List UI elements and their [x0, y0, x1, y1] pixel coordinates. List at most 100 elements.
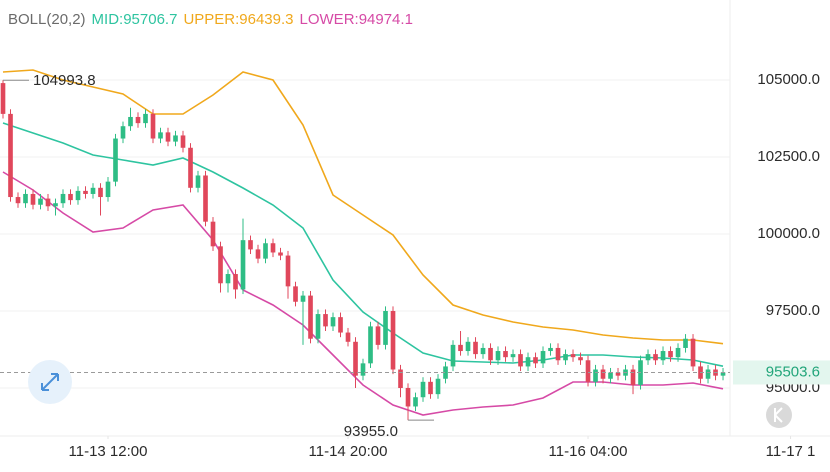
candle-body	[540, 351, 546, 364]
candle-body	[98, 187, 103, 198]
candle-body	[563, 354, 568, 361]
k-icon	[774, 407, 783, 423]
candle-body	[263, 243, 268, 259]
candle-body	[585, 360, 591, 382]
legend-entry: LOWER:94974.1	[300, 11, 413, 28]
candle-body	[143, 113, 148, 124]
k-button[interactable]	[766, 402, 792, 428]
candle-body	[368, 326, 373, 364]
candle-body	[165, 132, 171, 142]
candle-body	[53, 203, 58, 207]
candle-body	[405, 387, 411, 407]
candle-body	[300, 295, 306, 302]
candle-body	[30, 193, 36, 205]
candle-body	[315, 314, 321, 339]
k-button-bg[interactable]	[766, 402, 792, 428]
candle-body	[248, 240, 253, 250]
x-tick-label: 11-17 1	[766, 443, 816, 460]
candle-body	[675, 347, 681, 358]
candle-body	[488, 347, 493, 361]
candle-body	[75, 190, 81, 201]
expand-button[interactable]	[28, 360, 72, 404]
candle-body	[15, 197, 21, 204]
candle-body	[720, 372, 726, 376]
candle-body	[683, 338, 688, 348]
labels: 95000.097500.0100000.0102500.0105000.011…	[0, 71, 830, 460]
legend: MID:95706.7 UPPER:96439.3 LOWER:94974.1	[92, 11, 413, 28]
candle-body	[420, 381, 426, 398]
candle-body	[465, 341, 471, 352]
candle-body	[195, 175, 201, 188]
candle-body	[383, 310, 388, 345]
band-line	[2, 122, 724, 367]
legend-entry: UPPER:96439.3	[183, 11, 293, 28]
candle-body	[83, 190, 88, 194]
candle-body	[225, 274, 231, 284]
y-tick-label: 100000.0	[757, 225, 820, 242]
candle-body	[668, 351, 673, 358]
candle-body	[533, 357, 538, 364]
candle-body	[338, 317, 343, 333]
candle-body	[188, 147, 193, 188]
candle-body	[443, 366, 448, 379]
candle-body	[240, 240, 246, 290]
legend-entry: MID:95706.7	[92, 11, 178, 28]
candle-body	[150, 113, 156, 139]
candle-body	[128, 116, 133, 127]
expand-icon	[41, 373, 59, 391]
candle-body	[653, 354, 658, 361]
candle-body	[210, 221, 216, 247]
candle-body	[135, 116, 141, 124]
last-price-label: 95503.6	[766, 363, 820, 380]
candle-body	[60, 193, 66, 204]
candle-body	[218, 246, 223, 284]
candle-body	[255, 249, 261, 259]
indicator-name: BOLL(20,2)	[8, 11, 86, 28]
candle-body	[480, 347, 486, 355]
y-tick-label: 97500.0	[766, 302, 820, 319]
candle-body	[503, 351, 508, 358]
candle-body	[23, 193, 28, 204]
candle-body	[593, 369, 598, 382]
candle-body	[548, 347, 553, 352]
candle-body	[495, 351, 501, 361]
candle-body	[308, 295, 313, 339]
candle-body	[660, 351, 666, 361]
candle-body	[0, 83, 6, 114]
candle-body	[203, 175, 208, 222]
candle-body	[330, 317, 336, 327]
candle-body	[428, 381, 433, 395]
indicator-header: BOLL(20,2) MID:95706.7 UPPER:96439.3 LOWER:…	[8, 11, 413, 28]
candle-body	[360, 363, 366, 376]
candle-body	[690, 338, 696, 367]
candle-body	[705, 369, 711, 379]
candle-body	[600, 369, 606, 379]
y-tick-label: 102500.0	[757, 148, 820, 165]
candle-body	[390, 310, 396, 370]
candle-body	[473, 341, 478, 355]
candle-body	[608, 372, 613, 379]
annotation-label: 104993.8	[33, 72, 96, 89]
candle-body	[458, 344, 463, 352]
candle-body	[555, 347, 561, 361]
candle-body	[345, 332, 351, 342]
x-tick-label: 11-13 12:00	[69, 443, 148, 460]
grid	[0, 79, 792, 439]
candle-body	[293, 286, 298, 302]
y-tick-label: 105000.0	[757, 71, 820, 88]
candle-body	[180, 135, 186, 148]
candle-body	[105, 181, 111, 198]
annotation-label: 93955.0	[344, 423, 398, 440]
candle-body	[510, 354, 516, 358]
candle-body	[413, 397, 418, 407]
candle-body	[398, 369, 403, 388]
last-price-box	[733, 360, 830, 385]
x-tick-label: 11-14 20:00	[309, 443, 388, 460]
candle-body	[525, 357, 531, 367]
candle-body	[113, 138, 118, 182]
candle-body	[278, 252, 283, 256]
candle-body	[630, 369, 636, 385]
candle-body	[90, 187, 96, 194]
candle-body	[285, 255, 291, 287]
